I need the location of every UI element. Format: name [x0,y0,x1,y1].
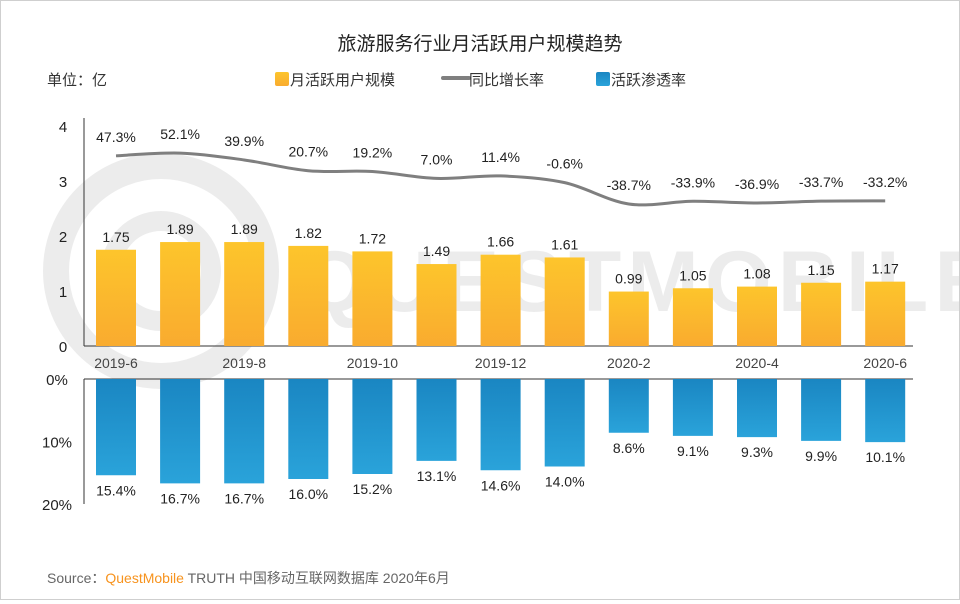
bar-mau [160,242,201,346]
data-label-penetration: 9.9% [805,448,837,464]
data-label-mau: 1.15 [807,262,834,278]
bar-penetration [480,379,521,471]
bar-mau [737,286,777,346]
bar-mau [865,281,906,346]
bar-mau [544,257,585,346]
bar-mau [480,254,521,346]
bar-mau [352,251,393,346]
data-label-mau: 1.89 [166,221,193,237]
bar-penetration [801,379,842,441]
source-note: Source：QuestMobile TRUTH 中国移动互联网数据库 2020… [47,570,450,586]
data-label-penetration: 15.4% [96,482,136,498]
bar-mau [608,291,649,346]
source-rest: TRUTH 中国移动互联网数据库 2020年6月 [184,570,450,586]
data-label-penetration: 10.1% [865,449,905,465]
data-label-yoy: -0.6% [546,156,583,172]
y-tick-upper: 0 [59,339,67,356]
data-label-penetration: 14.6% [481,477,521,493]
source-brand: QuestMobile [105,570,184,586]
data-label-mau: 0.99 [615,271,642,287]
bar-penetration [544,379,585,467]
x-tick-label: 2019-12 [475,355,527,371]
data-label-yoy: -36.9% [735,176,779,192]
y-tick-lower: 20% [42,497,72,514]
data-label-yoy: -33.7% [799,174,843,190]
y-tick-lower: 0% [46,372,68,389]
legend-item-yoy[interactable]: 同比增长率 [441,72,544,89]
bar-penetration [416,379,457,461]
x-tick-label: 2020-2 [607,355,651,371]
data-label-mau: 1.49 [423,243,450,259]
x-tick-label: 2020-4 [735,355,779,371]
bar-penetration [737,379,777,438]
x-tick-label: 2019-10 [347,355,399,371]
data-label-penetration: 15.2% [353,481,393,497]
data-label-yoy: 7.0% [421,151,453,167]
data-label-yoy: -38.7% [607,177,651,193]
data-label-yoy: 20.7% [288,144,328,160]
data-label-yoy: 52.1% [160,126,200,142]
bar-mau [672,288,713,346]
data-label-mau: 1.72 [359,230,386,246]
data-label-penetration: 14.0% [545,474,585,490]
bar-penetration [288,379,329,479]
y-tick-upper: 1 [59,284,67,301]
bar-penetration [865,379,906,443]
data-label-mau: 1.75 [102,229,129,245]
x-tick-label: 2020-6 [863,355,907,371]
data-label-penetration: 8.6% [613,440,645,456]
x-tick-label: 2019-8 [222,355,266,371]
data-label-mau: 1.08 [743,266,770,282]
data-label-yoy: -33.9% [671,174,715,190]
y-tick-upper: 4 [59,119,67,136]
data-label-yoy: 47.3% [96,129,136,145]
legend-swatch-penetration [596,72,610,86]
x-tick-label: 2019-6 [94,355,138,371]
bar-penetration [352,379,393,474]
bar-penetration [672,379,713,436]
y-tick-lower: 10% [42,435,72,452]
data-label-yoy: 11.4% [481,149,520,165]
bar-penetration [96,379,136,476]
line-yoy [115,151,886,207]
data-label-mau: 1.61 [551,236,578,252]
data-label-penetration: 16.7% [224,490,264,506]
bar-mau [801,282,842,346]
y-tick-upper: 2 [59,229,67,246]
data-label-penetration: 9.3% [741,444,773,460]
data-label-yoy: -33.2% [863,174,907,190]
legend-item-mau[interactable]: 月活跃用户规模 [275,72,395,89]
unit-label: 单位：亿 [47,72,107,89]
data-label-mau: 1.05 [679,267,706,283]
data-label-mau: 1.89 [231,221,258,237]
legend-label-penetration: 活跃渗透率 [611,72,686,89]
bar-penetration [224,379,265,484]
bar-penetration [160,379,201,484]
bar-mau [224,242,265,346]
data-label-yoy: 39.9% [224,133,264,149]
bar-penetration [608,379,649,433]
data-label-penetration: 9.1% [677,443,709,459]
legend-label-mau: 月活跃用户规模 [290,72,395,89]
bar-mau [96,249,136,346]
data-label-yoy: 19.2% [353,145,393,161]
legend: 月活跃用户规模 同比增长率 活跃渗透率 [275,72,686,89]
legend-swatch-mau [275,72,289,86]
data-label-penetration: 13.1% [417,468,457,484]
data-label-mau: 1.82 [295,225,322,241]
bar-mau [416,264,457,346]
chart-title: 旅游服务行业月活跃用户规模趋势 [337,33,622,55]
bar-mau [288,245,329,346]
source-prefix: Source： [47,570,105,586]
data-label-penetration: 16.0% [288,486,328,502]
data-label-penetration: 16.7% [160,490,200,506]
legend-item-penetration[interactable]: 活跃渗透率 [596,72,686,89]
data-label-mau: 1.17 [872,261,899,277]
y-tick-upper: 3 [59,174,67,191]
data-label-mau: 1.66 [487,234,514,250]
legend-label-yoy: 同比增长率 [469,72,544,89]
